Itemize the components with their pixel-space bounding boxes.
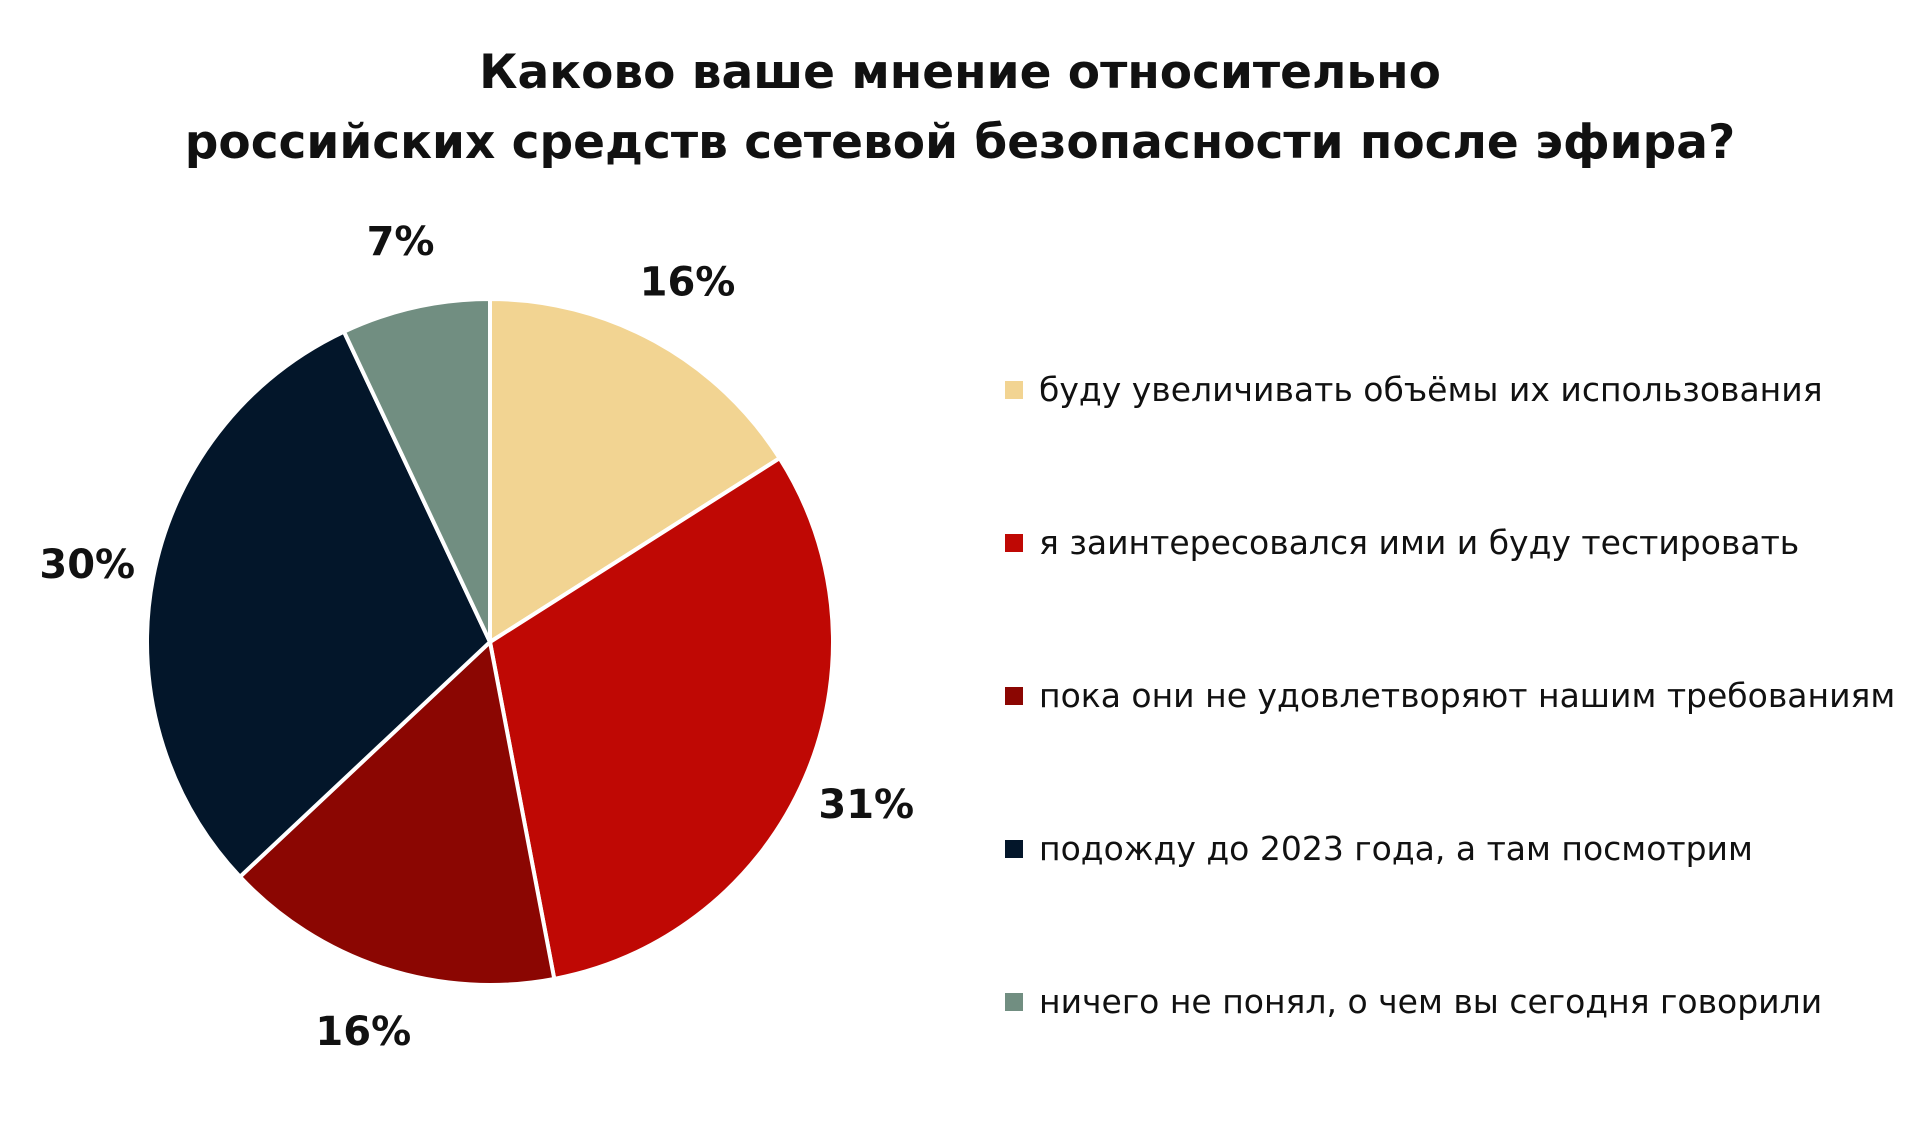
legend-label: ничего не понял, о чем вы сегодня говори… xyxy=(1039,982,1823,1021)
legend-swatch xyxy=(1005,687,1023,705)
legend-item-not-meeting-requirements: пока они не удовлетворяют нашим требован… xyxy=(1005,676,1895,716)
legend-label: подожду до 2023 года, а там посмотрим xyxy=(1039,829,1753,868)
pie-slice-increase-usage xyxy=(488,297,782,644)
pie-chart: 16% 31% 16% 30% 7% xyxy=(39,219,914,1055)
legend-item-wait-until-2023: подожду до 2023 года, а там посмотрим xyxy=(1005,829,1895,869)
chart-title-line-2: российских средств сетевой безопасности … xyxy=(184,115,1736,170)
chart-title: Каково ваше мнение относительно российск… xyxy=(0,38,1920,178)
pie-label-increase-usage: 16% xyxy=(640,260,736,306)
legend-label: буду увеличивать объёмы их использования xyxy=(1039,370,1823,409)
pie-label-not-meeting-requirements: 16% xyxy=(315,1009,411,1055)
legend-swatch xyxy=(1005,381,1023,399)
pie-label-did-not-understand: 7% xyxy=(367,219,435,265)
legend-label: я заинтересовался ими и буду тестировать xyxy=(1039,523,1800,562)
pie-slice-not-meeting-requirements xyxy=(237,640,557,987)
legend-swatch xyxy=(1005,993,1023,1011)
pie-slice-wait-until-2023 xyxy=(145,329,492,879)
pie-label-will-test: 31% xyxy=(818,782,914,828)
legend-label: пока они не удовлетворяют нашим требован… xyxy=(1039,676,1896,715)
pie-slice-did-not-understand xyxy=(341,297,492,644)
legend-item-did-not-understand: ничего не понял, о чем вы сегодня говори… xyxy=(1005,982,1895,1022)
pie-label-wait-until-2023: 30% xyxy=(39,542,135,588)
pie-slice-will-test xyxy=(488,456,835,981)
legend-swatch xyxy=(1005,840,1023,858)
chart-legend: буду увеличивать объёмы их использования… xyxy=(1005,370,1895,1135)
legend-swatch xyxy=(1005,534,1023,552)
legend-item-will-test: я заинтересовался ими и буду тестировать xyxy=(1005,523,1895,563)
legend-item-increase-usage: буду увеличивать объёмы их использования xyxy=(1005,370,1895,410)
chart-title-line-1: Каково ваше мнение относительно xyxy=(479,45,1441,100)
